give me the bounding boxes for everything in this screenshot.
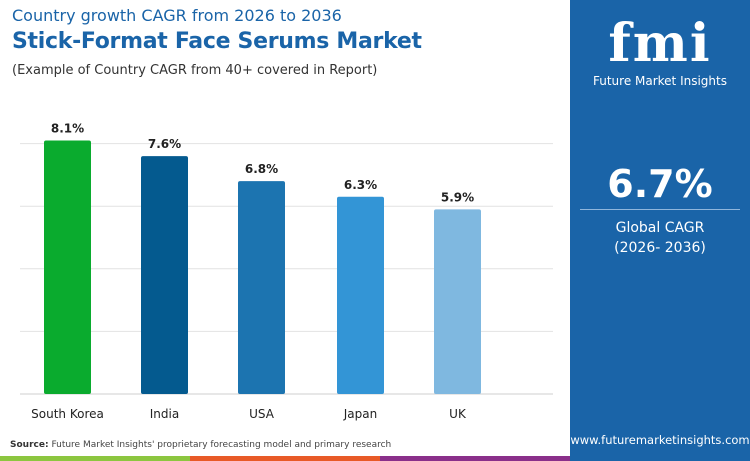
data-label: 6.3% bbox=[344, 178, 377, 192]
side-panel: fmi Future Market Insights 6.7% Global C… bbox=[570, 0, 750, 461]
x-tick-label: South Korea bbox=[31, 407, 104, 421]
footer-strip-orange bbox=[190, 456, 380, 461]
x-tick-label: USA bbox=[249, 407, 275, 421]
bar-chart: 8.1% South Korea 7.6% India 6.8% USA 6.3% Japan… bbox=[20, 121, 553, 421]
data-label: 7.6% bbox=[148, 137, 181, 151]
fmi-logo: fmi Future Market Insights bbox=[570, 8, 750, 89]
x-tick-label: India bbox=[150, 407, 179, 421]
source-text: Future Market Insights' proprietary fore… bbox=[51, 440, 392, 450]
x-tick-label: UK bbox=[449, 407, 467, 421]
data-label: 6.8% bbox=[245, 162, 278, 176]
website-link[interactable]: www.futuremarketinsights.com bbox=[570, 433, 750, 447]
chart-note: (Example of Country CAGR from 40+ covere… bbox=[12, 63, 378, 78]
bar-india bbox=[141, 156, 188, 394]
bar-japan bbox=[337, 196, 384, 394]
divider bbox=[580, 209, 740, 210]
cagr-label: Global CAGR bbox=[615, 220, 705, 236]
source-label: Source: bbox=[10, 440, 49, 450]
footer-strip-green bbox=[0, 456, 190, 461]
global-cagr-value: 6.7% bbox=[607, 162, 713, 206]
data-label: 5.9% bbox=[441, 190, 474, 204]
data-label: 8.1% bbox=[51, 121, 84, 135]
global-cagr-label: Global CAGR (2026- 2036) bbox=[570, 218, 750, 258]
cagr-period: (2026- 2036) bbox=[614, 240, 706, 256]
source-note: Source: Future Market Insights' propriet… bbox=[10, 440, 391, 450]
logo-brand: Future Market Insights bbox=[592, 74, 727, 88]
bar-south-korea bbox=[44, 140, 91, 394]
chart-subtitle: Country growth CAGR from 2026 to 2036 bbox=[12, 6, 342, 25]
logo-mark: fmi bbox=[608, 13, 712, 74]
footer-strip-purple bbox=[380, 456, 570, 461]
bar-usa bbox=[238, 181, 285, 394]
x-tick-label: Japan bbox=[343, 407, 377, 421]
bar-uk bbox=[434, 209, 481, 394]
chart-title: Stick-Format Face Serums Market bbox=[12, 29, 422, 54]
